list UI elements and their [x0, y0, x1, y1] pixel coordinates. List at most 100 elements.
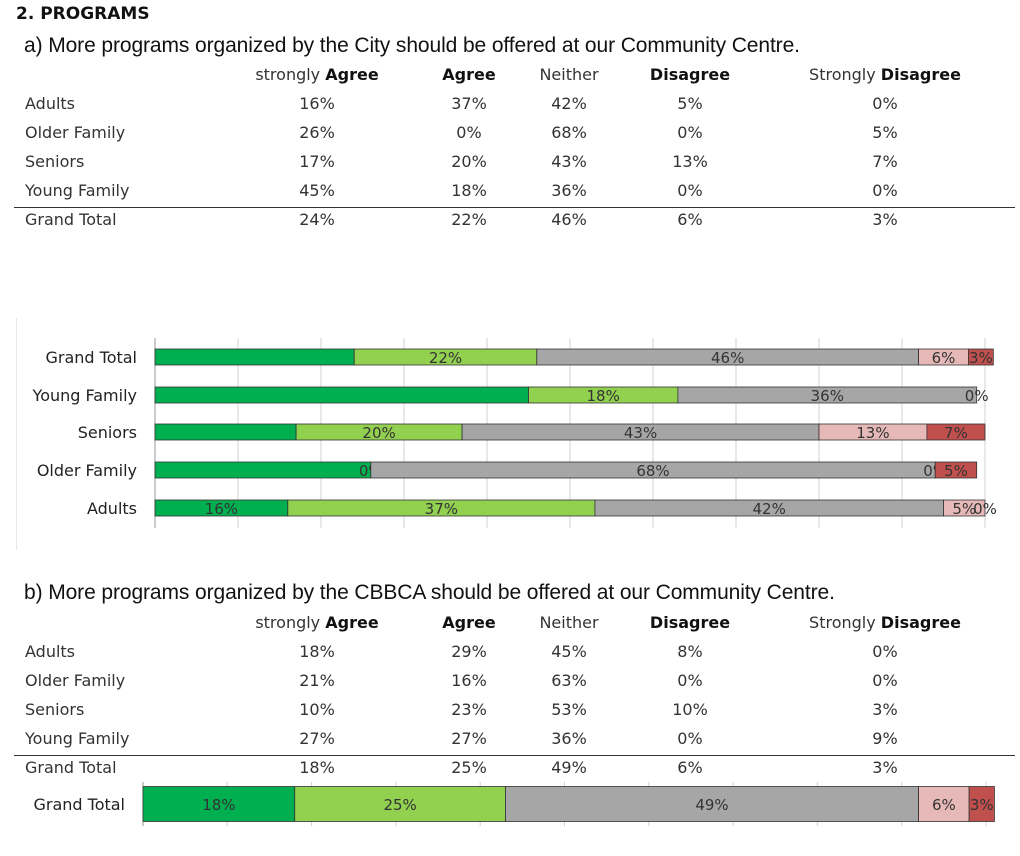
table-cell: 17%	[299, 152, 335, 171]
table-cell: 3%	[872, 758, 898, 777]
table-cell: 8%	[677, 642, 703, 661]
bar-segment	[677, 386, 978, 404]
data-label: 43%	[624, 424, 657, 442]
category-label: Seniors	[78, 423, 137, 442]
total-divider	[14, 207, 1015, 208]
row-label: Adults	[25, 94, 76, 113]
data-label: 36%	[811, 387, 844, 405]
data-label: 16%	[205, 500, 238, 518]
row-label: Older Family	[25, 671, 126, 690]
table-cell: 0%	[872, 181, 898, 200]
column-header: Strongly Disagree	[809, 613, 961, 632]
table-cell: 45%	[299, 181, 335, 200]
table-cell: 0%	[872, 94, 898, 113]
column-header-bold: Agree	[442, 613, 496, 632]
column-header: Neither	[539, 65, 598, 84]
table-cell: 7%	[872, 152, 898, 171]
table-cell: 36%	[551, 181, 587, 200]
table-cell: 20%	[451, 152, 487, 171]
table-cell: 0%	[677, 671, 703, 690]
column-header: Agree	[442, 613, 495, 632]
data-label: 42%	[753, 500, 786, 518]
table-cell: 42%	[551, 94, 587, 113]
data-label: 22%	[429, 349, 462, 367]
data-label: 68%	[636, 462, 669, 480]
table-cell: 49%	[551, 758, 587, 777]
bar-segment	[968, 348, 994, 366]
data-label: 5%	[944, 462, 968, 480]
question-a-chart: Grand Total 22% 46% 6% 3% Young Family 18% 36% 0…	[16, 318, 1020, 550]
table-cell: 16%	[299, 94, 335, 113]
category-label: Grand Total	[45, 348, 137, 367]
table-cell: 0%	[677, 729, 703, 748]
data-label: 46%	[711, 349, 744, 367]
table-cell: 21%	[299, 671, 335, 690]
data-label: 18%	[202, 796, 235, 814]
column-header: strongly Agree	[255, 65, 378, 84]
column-header: strongly Agree	[255, 613, 378, 632]
table-cell: 3%	[872, 700, 898, 719]
column-header: Disagree	[650, 613, 730, 632]
data-label: 3%	[969, 349, 993, 367]
table-cell: 0%	[872, 671, 898, 690]
row-label: Seniors	[25, 152, 85, 171]
column-header: Disagree	[650, 65, 730, 84]
table-cell: 23%	[451, 700, 487, 719]
table-cell: 37%	[451, 94, 487, 113]
table-cell: 22%	[451, 210, 487, 229]
data-label: 3%	[970, 796, 994, 814]
data-label: 13%	[856, 424, 889, 442]
column-header-bold: Disagree	[880, 65, 961, 84]
data-label: 49%	[695, 796, 728, 814]
column-header: Strongly Disagree	[809, 65, 961, 84]
table-cell: 27%	[299, 729, 335, 748]
column-header-light: Neither	[539, 613, 599, 632]
column-header: Agree	[442, 65, 495, 84]
table-cell: 25%	[451, 758, 487, 777]
bar-segment	[154, 461, 372, 479]
table-cell: 18%	[451, 181, 487, 200]
table-cell: 45%	[551, 642, 587, 661]
table-cell: 46%	[551, 210, 587, 229]
data-label: 6%	[932, 349, 956, 367]
bar-segment	[918, 786, 970, 822]
section-heading: 2. PROGRAMS	[16, 4, 150, 24]
table-cell: 5%	[677, 94, 703, 113]
data-label: 7%	[944, 424, 968, 442]
column-header-light: Strongly	[809, 613, 881, 632]
bar-segment	[154, 423, 297, 441]
table-cell: 36%	[551, 729, 587, 748]
data-label: 18%	[587, 387, 620, 405]
bar-segment	[142, 786, 296, 822]
data-label: 37%	[425, 500, 458, 518]
column-header-bold: Agree	[325, 613, 379, 632]
row-label: Young Family	[25, 181, 130, 200]
column-header-bold: Disagree	[880, 613, 961, 632]
table-cell: 29%	[451, 642, 487, 661]
data-label: 0%	[965, 387, 989, 405]
row-label: Adults	[25, 642, 76, 661]
row-label: Young Family	[25, 729, 130, 748]
table-cell: 5%	[872, 123, 898, 142]
table-cell: 53%	[551, 700, 587, 719]
question-b-chart-svg: Grand Total 18% 25% 49% 6% 3%	[33, 782, 995, 826]
column-header-bold: Agree	[325, 65, 379, 84]
category-label: Older Family	[37, 461, 137, 480]
category-label: Young Family	[32, 386, 137, 405]
table-cell: 16%	[451, 671, 487, 690]
table-cell: 6%	[677, 210, 703, 229]
table-cell: 10%	[672, 700, 708, 719]
bar-segment	[154, 348, 355, 366]
bar-segment	[943, 499, 986, 517]
table-cell: 0%	[677, 123, 703, 142]
table-cell: 27%	[451, 729, 487, 748]
table-cell: 43%	[551, 152, 587, 171]
column-header-light: strongly	[255, 65, 326, 84]
column-header-light: Strongly	[809, 65, 881, 84]
data-label: 6%	[932, 796, 956, 814]
grand-total-label: Grand Total	[25, 758, 117, 777]
data-label: 5%	[952, 500, 976, 518]
question-b-title: b) More programs organized by the CBBCA …	[24, 581, 835, 604]
table-cell: 6%	[677, 758, 703, 777]
data-label: 0%	[973, 500, 997, 518]
